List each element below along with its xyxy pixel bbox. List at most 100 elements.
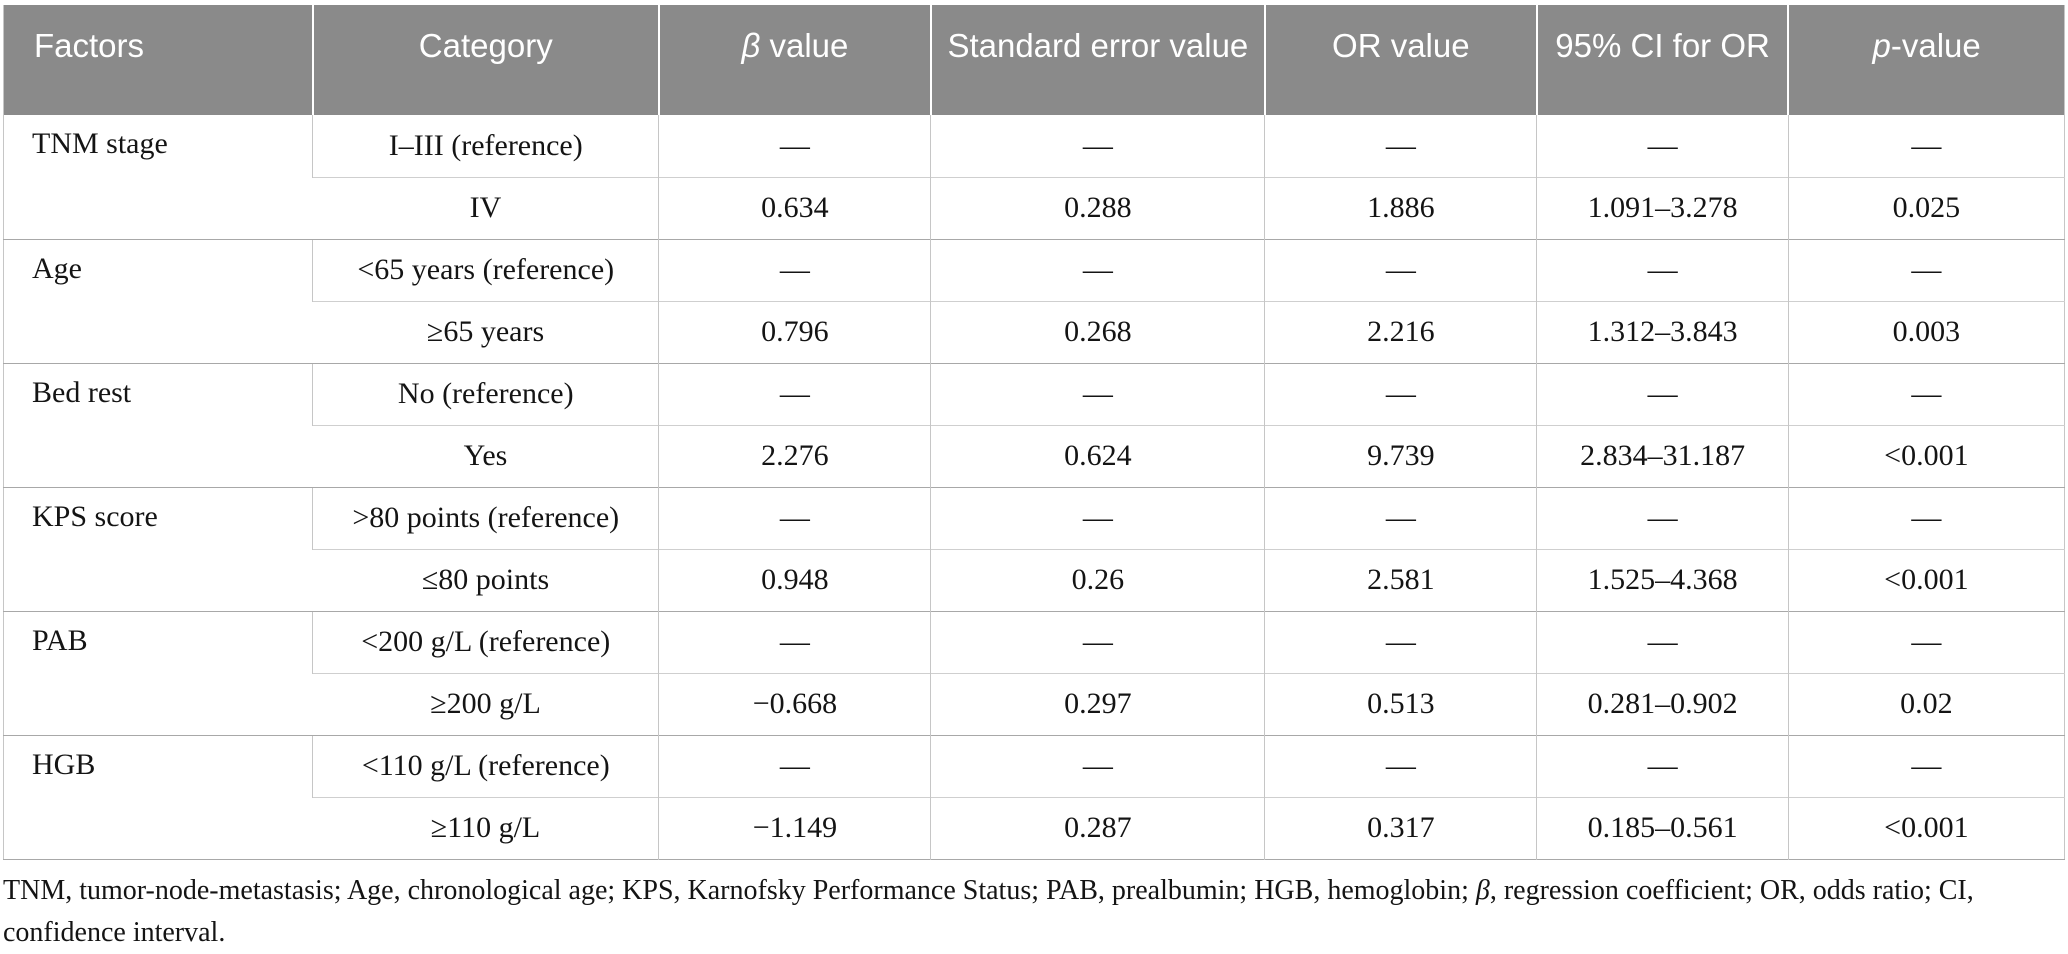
value-cell: — [658, 610, 931, 673]
value-cell: 0.513 [1264, 672, 1537, 735]
value-cell: 2.216 [1264, 300, 1537, 363]
value-cell: 0.288 [930, 176, 1265, 239]
category-cell: <110 g/L (reference) [312, 734, 659, 797]
table-row: ≥200 g/L −0.668 0.297 0.513 0.281–0.902 0.02 [4, 672, 2065, 735]
value-cell: — [1264, 486, 1537, 549]
value-cell: — [1787, 362, 2065, 425]
value-cell: 0.281–0.902 [1536, 672, 1789, 735]
value-cell: 2.834–31.187 [1536, 424, 1789, 487]
value-cell: — [1536, 115, 1789, 177]
value-cell: 0.634 [658, 176, 931, 239]
header-standard-error: Standard error value [929, 5, 1265, 115]
header-label: Category [418, 27, 553, 64]
factor-cell: HGB [3, 734, 313, 859]
value-cell: — [1787, 115, 2065, 177]
value-cell: 0.185–0.561 [1536, 796, 1789, 859]
factor-cell: KPS score [3, 486, 313, 611]
table-footnote: TNM, tumor-node-metastasis; Age, chronol… [3, 870, 2065, 954]
value-cell: — [1264, 238, 1537, 301]
value-cell: — [1536, 610, 1789, 673]
category-cell: ≥200 g/L [312, 672, 659, 735]
value-cell: 2.276 [658, 424, 931, 487]
table-row: Age <65 years (reference) — — — — — [3, 238, 2065, 363]
category-cell: IV [312, 176, 659, 239]
value-cell: — [1536, 362, 1789, 425]
value-cell: — [1787, 238, 2065, 301]
table-row: Bed rest No (reference) — — — — — [3, 362, 2065, 487]
value-cell: 0.297 [930, 672, 1265, 735]
value-cell: — [1536, 238, 1789, 301]
category-cell: >80 points (reference) [312, 486, 659, 549]
header-or-value: OR value [1263, 5, 1537, 115]
value-cell: <0.001 [1787, 548, 2065, 611]
category-cell: Yes [312, 424, 659, 487]
value-cell: — [658, 486, 931, 549]
value-cell: — [1264, 115, 1537, 177]
header-p-value: p-value [1787, 5, 2065, 115]
value-cell: — [930, 486, 1265, 549]
header-label: Factors [34, 27, 145, 64]
value-cell: — [930, 362, 1265, 425]
table-row: ≥110 g/L −1.149 0.287 0.317 0.185–0.561 <0.00… [4, 796, 2065, 859]
regression-results-table: Factors Category β value Standard error … [3, 5, 2065, 860]
category-cell: ≥110 g/L [312, 796, 659, 859]
value-cell: — [1536, 486, 1789, 549]
value-cell: — [1536, 734, 1789, 797]
value-cell: 1.525–4.368 [1536, 548, 1789, 611]
value-cell: 0.025 [1787, 176, 2065, 239]
value-cell: — [1787, 734, 2065, 797]
value-cell: <0.001 [1787, 796, 2065, 859]
value-cell: 1.312–3.843 [1536, 300, 1789, 363]
header-ci-for-or: 95% CI for OR [1535, 5, 1789, 115]
value-cell: 1.091–3.278 [1536, 176, 1789, 239]
header-label: OR value [1332, 27, 1470, 64]
value-cell: — [1264, 734, 1537, 797]
header-label: 95% CI for OR [1555, 27, 1770, 64]
header-row: Factors Category β value Standard error … [3, 5, 2065, 115]
value-cell: — [1787, 610, 2065, 673]
value-cell: — [658, 362, 931, 425]
value-cell: −0.668 [658, 672, 931, 735]
value-cell: — [930, 734, 1265, 797]
header-label-italic: β [741, 27, 761, 64]
value-cell: — [1264, 610, 1537, 673]
value-cell: — [658, 734, 931, 797]
value-cell: — [930, 115, 1265, 177]
value-cell: 2.581 [1264, 548, 1537, 611]
footnote-text: TNM, tumor-node-metastasis; Age, chronol… [3, 874, 1476, 906]
footnote-text: , regression coefficient; OR, odds ratio… [3, 874, 1974, 948]
value-cell: — [930, 238, 1265, 301]
table-row: ≤80 points 0.948 0.26 2.581 1.525–4.368 <0.00… [4, 548, 2065, 611]
value-cell: 0.796 [658, 300, 931, 363]
value-cell: 0.317 [1264, 796, 1537, 859]
header-label: -value [1890, 27, 1981, 64]
value-cell: — [930, 610, 1265, 673]
value-cell: −1.149 [658, 796, 931, 859]
value-cell: 0.624 [930, 424, 1265, 487]
table-row: Yes 2.276 0.624 9.739 2.834–31.187 <0.001 [4, 424, 2065, 487]
value-cell: 9.739 [1264, 424, 1537, 487]
value-cell: 0.287 [930, 796, 1265, 859]
table-row: PAB <200 g/L (reference) — — — — — [3, 610, 2065, 735]
value-cell: 1.886 [1264, 176, 1537, 239]
header-label: Standard error value [947, 27, 1249, 64]
value-cell: — [1787, 486, 2065, 549]
factor-cell: PAB [3, 610, 313, 735]
table-row: HGB <110 g/L (reference) — — — — — [3, 734, 2065, 859]
category-cell: <200 g/L (reference) [312, 610, 659, 673]
value-cell: 0.02 [1787, 672, 2065, 735]
value-cell: <0.001 [1787, 424, 2065, 487]
table-row: IV 0.634 0.288 1.886 1.091–3.278 0.025 [4, 176, 2065, 239]
category-cell: No (reference) [312, 362, 659, 425]
table-row: TNM stage I–III (reference) — — — — — [4, 115, 2065, 177]
footnote-beta-symbol: β [1475, 874, 1490, 906]
value-cell: — [658, 238, 931, 301]
value-cell: 0.26 [930, 548, 1265, 611]
factor-cell: Bed rest [3, 362, 313, 487]
value-cell: — [658, 115, 931, 177]
header-category: Category [311, 5, 659, 115]
table-row: KPS score >80 points (reference) — — — — — [3, 486, 2065, 611]
header-beta-value: β value [657, 5, 931, 115]
header-factors: Factors [3, 5, 313, 115]
